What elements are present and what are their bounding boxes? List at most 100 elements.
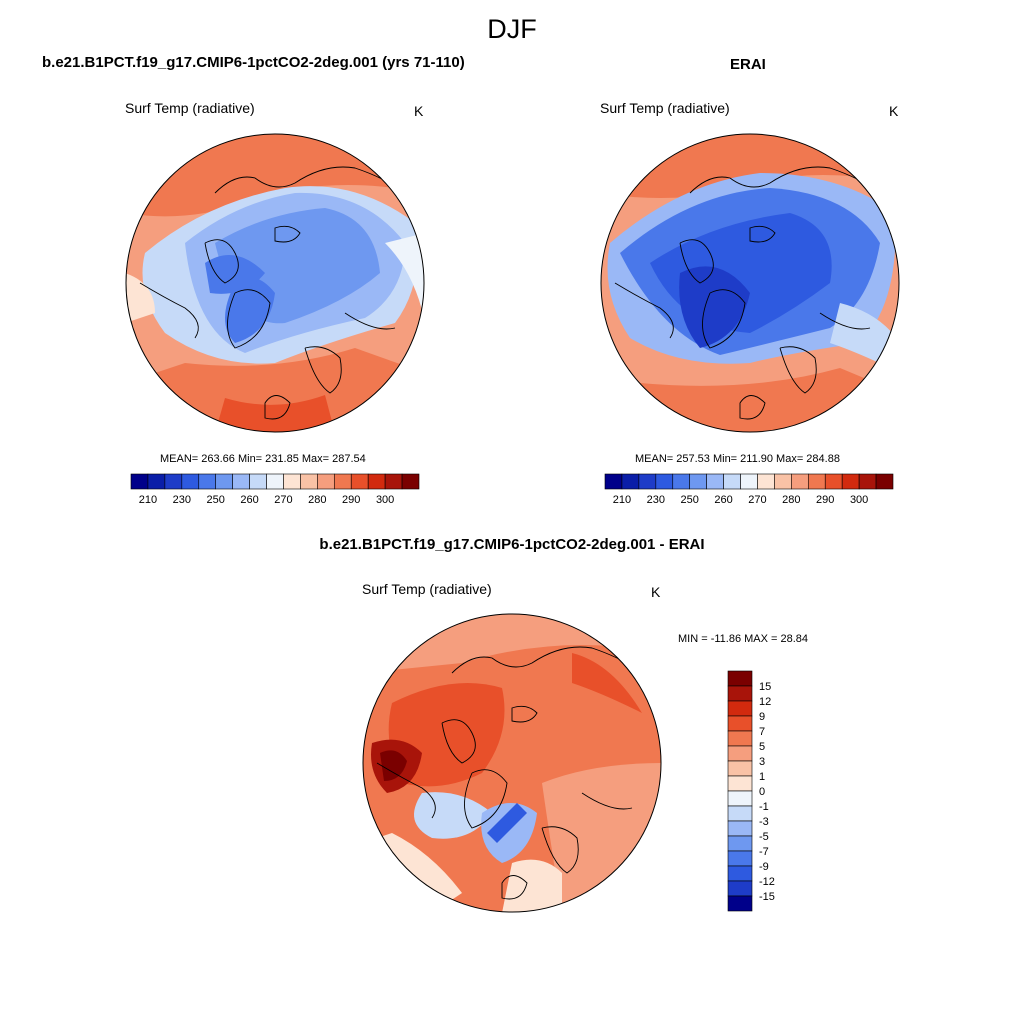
colorbar-diff-tick-label: 15 [759, 681, 771, 693]
colorbar-diff-swatch [727, 775, 753, 792]
colorbar-diff-swatch [727, 790, 753, 807]
panel-title-obs: ERAI [730, 56, 766, 73]
colorbar-diff-tick-label: 1 [759, 771, 765, 783]
colorbar-diff-tick-label: -5 [759, 831, 769, 843]
variable-label-obs: Surf Temp (radiative) [600, 100, 730, 116]
colorbar-obs: 210 230 250 260 270 280 290 300 [604, 473, 894, 506]
units-label-obs: K [889, 103, 899, 119]
colorbar-diff-tick-label: -7 [759, 846, 769, 858]
colorbar-obs-swatch [672, 473, 691, 490]
colorbar-diff-swatch [727, 745, 753, 762]
units-label-diff: K [651, 584, 661, 600]
colorbar-model-tick-label: 250 [207, 494, 225, 506]
colorbar-model-swatch [317, 473, 335, 490]
colorbar-obs-tick-label: 230 [647, 494, 665, 506]
colorbar-model-swatch [215, 473, 233, 490]
colorbar-diff-tick-label: 7 [759, 726, 765, 738]
colorbar-obs-swatch [807, 473, 826, 490]
colorbar-obs-swatch [604, 473, 623, 490]
colorbar-obs-swatch [774, 473, 792, 490]
colorbar-model-swatch [147, 473, 166, 490]
colorbar-obs-swatch [858, 473, 877, 490]
colorbar-model-swatch [181, 473, 200, 490]
colorbar-model-swatch [249, 473, 267, 490]
colorbar-obs-tick-label: 210 [613, 494, 631, 506]
colorbar-obs-tick-label: 260 [714, 494, 732, 506]
colorbar-model-swatch [198, 473, 217, 490]
colorbar-diff-swatch [727, 895, 753, 912]
colorbar-obs-swatch [740, 473, 758, 490]
stats-model: MEAN= 263.66 Min= 231.85 Max= 287.54 [160, 453, 366, 465]
colorbar-diff-tick-label: 5 [759, 741, 765, 753]
colorbar-model-tick-label: 280 [308, 494, 326, 506]
colorbar-diff-swatch [727, 730, 753, 747]
colorbar-model-swatch [232, 473, 250, 490]
colorbar-diff-tick-label: -9 [759, 861, 769, 873]
variable-label-diff: Surf Temp (radiative) [362, 581, 492, 597]
colorbar-model-tick-label: 270 [274, 494, 292, 506]
colorbar-diff-tick-label: 9 [759, 711, 765, 723]
colorbar-diff-swatch [727, 760, 753, 777]
colorbar-model: 210 230 250 260 270 280 290 300 [130, 473, 420, 506]
colorbar-obs-swatch [655, 473, 674, 490]
colorbar-diff-swatch [727, 685, 753, 702]
colorbar-obs-tick-label: 270 [748, 494, 766, 506]
variable-label-model: Surf Temp (radiative) [125, 100, 255, 116]
colorbar-model-tick-label: 290 [342, 494, 360, 506]
figure-title: DJF [487, 14, 537, 44]
colorbar-diff-swatch [727, 880, 753, 897]
colorbar-diff-tick-label: -12 [759, 876, 775, 888]
colorbar-model-swatch [283, 473, 301, 490]
stats-obs: MEAN= 257.53 Min= 211.90 Max= 284.88 [635, 453, 840, 465]
panel-title-model: b.e21.B1PCT.f19_g17.CMIP6-1pctCO2-2deg.0… [42, 54, 465, 71]
colorbar-obs-swatch [689, 473, 707, 490]
colorbar-diff-swatch [727, 820, 753, 837]
colorbar-diff-swatch [727, 670, 753, 687]
colorbar-diff-swatch [727, 865, 753, 882]
colorbar-diff-swatch [727, 715, 753, 732]
colorbar-diff-swatch [727, 835, 753, 852]
colorbar-obs-tick-label: 280 [782, 494, 800, 506]
colorbar-obs-tick-label: 290 [816, 494, 834, 506]
colorbar-model-swatch [164, 473, 183, 490]
colorbar-obs-swatch [638, 473, 657, 490]
polar-map-diff [362, 613, 662, 913]
colorbar-model-tick-label: 300 [376, 494, 394, 506]
colorbar-diff-swatch [727, 850, 753, 867]
colorbar-diff-swatch [727, 700, 753, 717]
colorbar-model-swatch [367, 473, 386, 490]
colorbar-model-swatch [130, 473, 149, 490]
colorbar-obs-swatch [791, 473, 809, 490]
colorbar-diff-tick-label: -15 [759, 891, 775, 903]
colorbar-model-swatch [266, 473, 284, 490]
colorbar-diff: 15 12 9 7 5 3 1 0 -1 -3 -5 -7 -9 -12 -15 [727, 670, 775, 912]
colorbar-obs-tick-label: 250 [681, 494, 699, 506]
colorbar-diff-swatch [727, 805, 753, 822]
colorbar-obs-swatch [723, 473, 741, 490]
colorbar-obs-swatch [824, 473, 843, 490]
stats-diff: MIN = -11.86 MAX = 28.84 [678, 633, 809, 645]
colorbar-obs-swatch [841, 473, 860, 490]
colorbar-model-swatch [384, 473, 403, 490]
panel-title-diff: b.e21.B1PCT.f19_g17.CMIP6-1pctCO2-2deg.0… [319, 536, 705, 553]
colorbar-model-tick-label: 210 [139, 494, 157, 506]
colorbar-model-tick-label: 230 [173, 494, 191, 506]
colorbar-model-swatch [300, 473, 318, 490]
colorbar-diff-tick-label: -3 [759, 816, 769, 828]
colorbar-obs-swatch [757, 473, 775, 490]
colorbar-diff-tick-label: 0 [759, 786, 765, 798]
colorbar-model-swatch [333, 473, 352, 490]
colorbar-obs-swatch [706, 473, 724, 490]
units-label-model: K [414, 103, 424, 119]
colorbar-model-tick-label: 260 [240, 494, 258, 506]
polar-map-obs [600, 133, 900, 433]
colorbar-diff-tick-label: 12 [759, 696, 771, 708]
colorbar-diff-tick-label: -1 [759, 801, 769, 813]
colorbar-obs-swatch [875, 473, 894, 490]
polar-map-model [125, 133, 425, 433]
colorbar-obs-tick-label: 300 [850, 494, 868, 506]
colorbar-diff-tick-label: 3 [759, 756, 765, 768]
colorbar-obs-swatch [621, 473, 640, 490]
colorbar-model-swatch [401, 473, 420, 490]
colorbar-model-swatch [350, 473, 369, 490]
